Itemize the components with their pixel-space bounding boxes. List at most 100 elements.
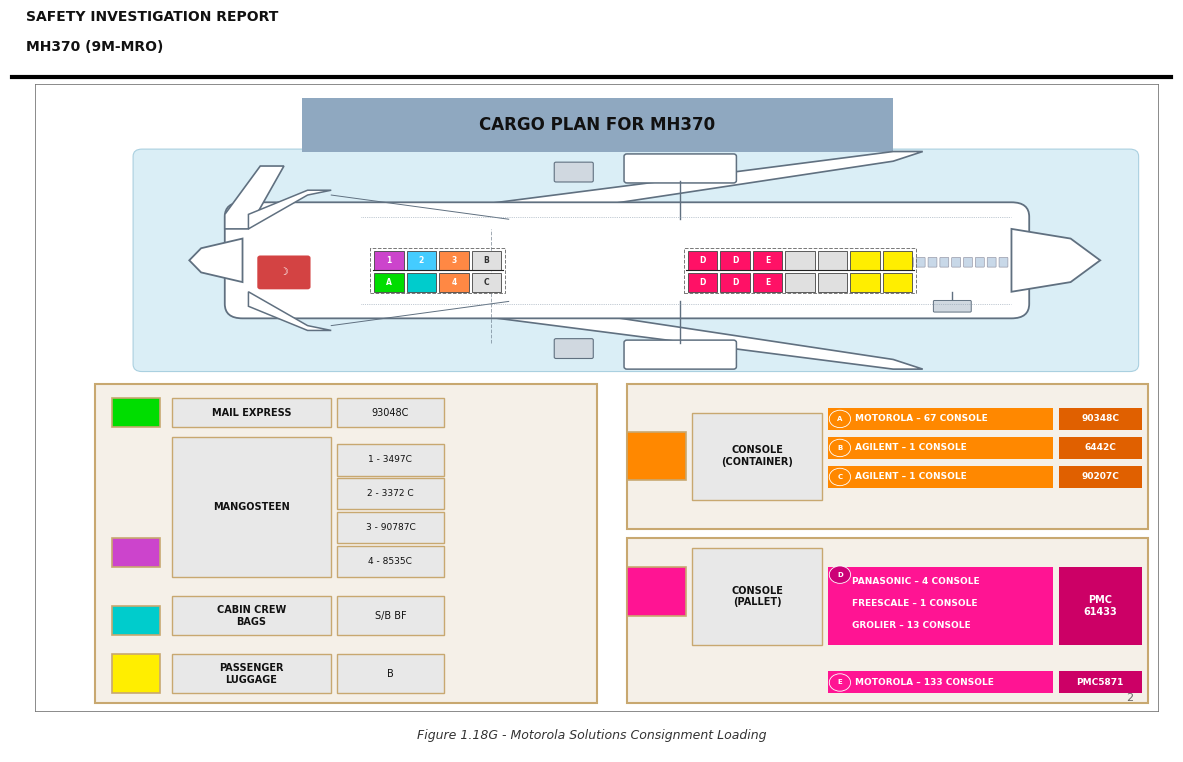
FancyBboxPatch shape (257, 255, 310, 290)
Text: 2 - 3372 C: 2 - 3372 C (367, 489, 414, 498)
Text: 90348C: 90348C (1081, 414, 1119, 423)
FancyBboxPatch shape (892, 258, 901, 267)
Text: MOTOROLA – 133 CONSOLE: MOTOROLA – 133 CONSOLE (854, 677, 994, 687)
Text: CONSOLE
(PALLET): CONSOLE (PALLET) (731, 586, 783, 607)
FancyBboxPatch shape (374, 273, 403, 292)
Text: D: D (699, 277, 705, 287)
Text: CARGO PLAN FOR MH370: CARGO PLAN FOR MH370 (479, 116, 716, 134)
Text: E: E (838, 680, 842, 686)
FancyBboxPatch shape (112, 539, 160, 568)
Polygon shape (1011, 229, 1100, 292)
Text: CONSOLE
(CONTAINER): CONSOLE (CONTAINER) (722, 445, 793, 467)
FancyBboxPatch shape (828, 568, 1053, 645)
FancyBboxPatch shape (374, 251, 403, 270)
FancyBboxPatch shape (172, 398, 331, 427)
Text: E: E (765, 277, 770, 287)
FancyBboxPatch shape (1059, 437, 1142, 459)
FancyBboxPatch shape (472, 251, 502, 270)
Polygon shape (248, 190, 331, 229)
FancyBboxPatch shape (720, 251, 750, 270)
Text: MANGOSTEEN: MANGOSTEEN (213, 502, 290, 512)
FancyBboxPatch shape (132, 149, 1138, 372)
FancyBboxPatch shape (554, 338, 593, 358)
Text: C: C (484, 277, 490, 287)
FancyBboxPatch shape (828, 671, 1053, 693)
Polygon shape (225, 166, 284, 229)
FancyBboxPatch shape (172, 655, 331, 693)
FancyBboxPatch shape (623, 154, 736, 183)
FancyBboxPatch shape (554, 162, 593, 182)
FancyBboxPatch shape (951, 258, 961, 267)
Text: 4: 4 (452, 277, 457, 287)
FancyBboxPatch shape (627, 432, 686, 480)
FancyBboxPatch shape (851, 251, 880, 270)
Text: CABIN CREW
BAGS: CABIN CREW BAGS (216, 605, 286, 626)
FancyBboxPatch shape (828, 466, 1053, 488)
FancyBboxPatch shape (828, 437, 1053, 459)
FancyBboxPatch shape (95, 383, 597, 703)
Text: B: B (838, 445, 842, 451)
FancyBboxPatch shape (828, 408, 1053, 430)
FancyBboxPatch shape (933, 300, 971, 312)
FancyBboxPatch shape (172, 437, 331, 577)
Text: PMC
61433: PMC 61433 (1084, 595, 1117, 617)
FancyBboxPatch shape (720, 273, 750, 292)
Polygon shape (248, 292, 331, 331)
FancyBboxPatch shape (627, 539, 1148, 703)
Text: 3: 3 (452, 256, 457, 265)
Text: B: B (484, 256, 490, 265)
FancyBboxPatch shape (112, 655, 160, 693)
FancyBboxPatch shape (112, 606, 160, 635)
FancyBboxPatch shape (439, 251, 468, 270)
Text: PASSENGER
LUGGAGE: PASSENGER LUGGAGE (219, 663, 284, 684)
Polygon shape (450, 152, 923, 219)
FancyBboxPatch shape (927, 258, 937, 267)
FancyBboxPatch shape (472, 273, 502, 292)
FancyBboxPatch shape (1059, 466, 1142, 488)
FancyBboxPatch shape (623, 340, 736, 369)
FancyBboxPatch shape (1059, 408, 1142, 430)
Text: 2: 2 (1126, 693, 1133, 703)
FancyBboxPatch shape (963, 258, 972, 267)
FancyBboxPatch shape (337, 478, 444, 509)
Polygon shape (189, 239, 243, 282)
FancyBboxPatch shape (1059, 671, 1142, 693)
Text: A: A (386, 277, 392, 287)
Text: PMC5871: PMC5871 (1077, 677, 1124, 687)
FancyBboxPatch shape (225, 202, 1029, 319)
Circle shape (829, 410, 851, 427)
Text: GROLIER – 13 CONSOLE: GROLIER – 13 CONSOLE (852, 621, 970, 630)
FancyBboxPatch shape (998, 258, 1008, 267)
Text: C: C (838, 474, 842, 480)
Text: 2: 2 (419, 256, 424, 265)
Text: 3 - 90787C: 3 - 90787C (366, 523, 415, 532)
FancyBboxPatch shape (627, 383, 1148, 529)
FancyBboxPatch shape (692, 548, 822, 645)
Circle shape (829, 566, 851, 584)
FancyBboxPatch shape (786, 273, 815, 292)
FancyBboxPatch shape (337, 398, 444, 427)
Text: MH370 (9M-MRO): MH370 (9M-MRO) (26, 40, 163, 54)
Text: AGILENT – 1 CONSOLE: AGILENT – 1 CONSOLE (854, 472, 967, 481)
FancyBboxPatch shape (939, 258, 949, 267)
FancyBboxPatch shape (337, 655, 444, 693)
Text: D: D (838, 572, 842, 578)
FancyBboxPatch shape (817, 273, 847, 292)
Text: 93048C: 93048C (371, 408, 409, 418)
Text: FREESCALE – 1 CONSOLE: FREESCALE – 1 CONSOLE (852, 599, 977, 608)
FancyBboxPatch shape (904, 258, 913, 267)
FancyBboxPatch shape (687, 273, 717, 292)
Text: MOTOROLA – 67 CONSOLE: MOTOROLA – 67 CONSOLE (854, 414, 988, 423)
FancyBboxPatch shape (337, 546, 444, 577)
Circle shape (829, 674, 851, 691)
Text: PANASONIC – 4 CONSOLE: PANASONIC – 4 CONSOLE (852, 578, 980, 587)
FancyBboxPatch shape (987, 258, 996, 267)
FancyBboxPatch shape (817, 251, 847, 270)
FancyBboxPatch shape (439, 273, 468, 292)
Text: 6442C: 6442C (1085, 443, 1116, 452)
Text: 90207C: 90207C (1081, 472, 1119, 481)
Circle shape (829, 439, 851, 456)
Text: A: A (838, 416, 842, 422)
FancyBboxPatch shape (687, 251, 717, 270)
Text: E: E (765, 256, 770, 265)
